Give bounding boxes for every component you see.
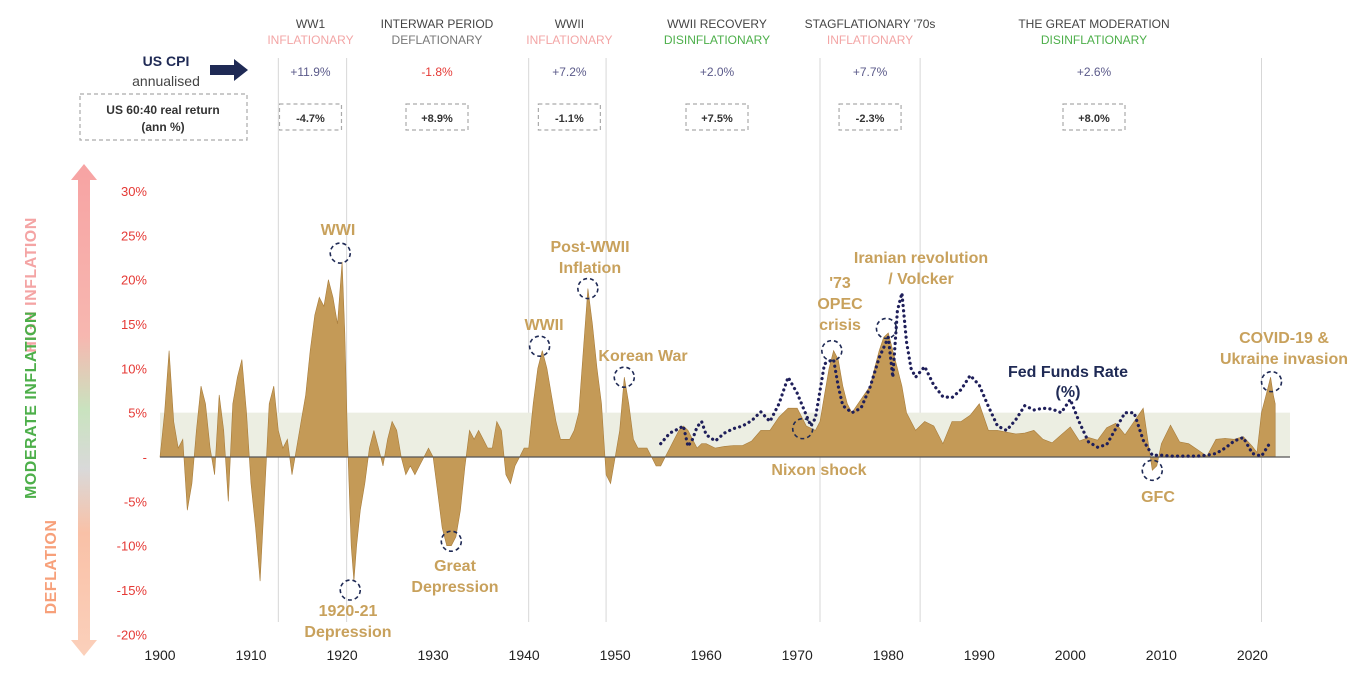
cpi-area-path bbox=[159, 261, 1276, 582]
annotation-nixon-shock: Nixon shock bbox=[771, 462, 866, 479]
regime-cpi: -1.8% bbox=[421, 65, 453, 79]
regime-return: -1.1% bbox=[555, 113, 584, 125]
x-tick-label: 1930 bbox=[418, 647, 449, 663]
highlight-circle bbox=[440, 530, 463, 553]
x-tick-label: 1960 bbox=[691, 647, 722, 663]
regime-name: WWII RECOVERY bbox=[667, 17, 767, 31]
regime-return-box bbox=[537, 103, 601, 131]
highlight-circle bbox=[577, 277, 599, 300]
annotation-iran-volcker: Iranian revolution / Volcker bbox=[854, 250, 988, 288]
regime-return: -4.7% bbox=[296, 113, 325, 125]
regime-name: WWII bbox=[555, 17, 584, 31]
regime-return: +8.0% bbox=[1078, 113, 1110, 125]
y-tick-label: -10% bbox=[117, 539, 148, 554]
regime-name: STAGFLATIONARY '70s bbox=[805, 17, 936, 31]
highlight-circle bbox=[613, 366, 636, 389]
regime-return-box bbox=[278, 103, 343, 131]
annotation-wwii: WWII bbox=[524, 317, 563, 334]
highlight-circle bbox=[528, 335, 551, 357]
side-label-moderate: MODERATE INFLATION bbox=[23, 311, 40, 499]
x-tick-label: 1950 bbox=[600, 647, 631, 663]
x-tick-label: 1980 bbox=[873, 647, 904, 663]
x-tick-label: 1900 bbox=[144, 647, 175, 663]
real-return-label: US 60:40 real return (ann %) bbox=[106, 103, 219, 134]
cpi-area bbox=[159, 261, 1290, 582]
y-tick-label: -15% bbox=[117, 583, 148, 598]
regime-name: INTERWAR PERIOD bbox=[381, 17, 494, 31]
highlight-circle bbox=[1260, 370, 1283, 393]
annualised-label: annualised bbox=[132, 73, 200, 89]
x-tick-label: 1970 bbox=[782, 647, 813, 663]
highlight-circle bbox=[791, 417, 814, 440]
regime-type: INFLATIONARY bbox=[526, 33, 612, 47]
x-tick-label: 2010 bbox=[1146, 647, 1177, 663]
regime-headers: WW1 INFLATIONARY +11.9% -4.7% INTERWAR PERIO… bbox=[267, 17, 1170, 131]
chart-grid bbox=[277, 58, 1263, 622]
annotation-wwi: WWI bbox=[321, 222, 356, 239]
annotation-gfc: GFC bbox=[1141, 489, 1175, 506]
x-tick-label: 2000 bbox=[1055, 647, 1086, 663]
x-tick-label: 2020 bbox=[1237, 647, 1268, 663]
regime-type: DEFLATIONARY bbox=[392, 33, 483, 47]
x-tick-label: 1940 bbox=[509, 647, 540, 663]
highlight-circles bbox=[329, 242, 1283, 601]
regime-cpi: +2.6% bbox=[1077, 65, 1112, 79]
regime-type: INFLATIONARY bbox=[827, 33, 913, 47]
highlight-circle bbox=[875, 317, 898, 340]
y-tick-label: 10% bbox=[121, 361, 147, 376]
y-tick-label: -5% bbox=[124, 494, 148, 509]
regime-cpi: +2.0% bbox=[700, 65, 735, 79]
side-label-high: HIGH INFLATION bbox=[23, 217, 40, 353]
regime-type: DISINFLATIONARY bbox=[1041, 33, 1147, 47]
fed-funds-line bbox=[659, 292, 1273, 458]
real-return-label-box bbox=[79, 93, 248, 141]
regime-return: +8.9% bbox=[421, 113, 453, 125]
regime-return-box bbox=[1062, 103, 1126, 131]
y-tick-label: 20% bbox=[121, 273, 147, 288]
highlight-circle bbox=[339, 579, 362, 601]
regime-name: THE GREAT MODERATION bbox=[1018, 17, 1169, 31]
annotation-fed-funds: Fed Funds Rate (%) bbox=[1008, 364, 1128, 401]
fed-funds-series bbox=[659, 292, 1273, 458]
highlight-circle bbox=[1141, 459, 1164, 482]
side-label-deflation: DEFLATION bbox=[43, 520, 60, 615]
highlight-circle bbox=[821, 339, 843, 362]
regime-type: INFLATIONARY bbox=[267, 33, 353, 47]
chart-axes: 30% 25% 20% 15% 10% 5% - -5% -10% -15% -20% 1900 191… bbox=[117, 184, 1269, 663]
y-tick-label: - bbox=[143, 450, 147, 465]
regime-cpi: +11.9% bbox=[290, 65, 330, 79]
us-cpi-label: US CPI bbox=[143, 53, 190, 69]
regime-type: DISINFLATIONARY bbox=[664, 33, 770, 47]
regime-name: WW1 bbox=[296, 17, 326, 31]
annotation-opec: '73 OPEC crisis bbox=[817, 275, 863, 334]
regime-cpi: +7.7% bbox=[853, 65, 888, 79]
regime-return: -2.3% bbox=[856, 113, 885, 125]
annotation-great-depression: Great Depression bbox=[411, 558, 498, 596]
x-tick-label: 1990 bbox=[964, 647, 995, 663]
annotation-1920-depression: 1920-21 Depression bbox=[304, 603, 391, 641]
annotations: WWI 1920-21 Depression Great Depression WW… bbox=[304, 222, 1348, 641]
x-tick-label: 1920 bbox=[326, 647, 357, 663]
y-tick-label: 30% bbox=[121, 184, 147, 199]
regime-return: +7.5% bbox=[701, 113, 733, 125]
regime-return-box bbox=[685, 103, 749, 131]
regime-return-box bbox=[405, 103, 469, 131]
y-tick-label: 25% bbox=[121, 228, 147, 243]
y-tick-label: 5% bbox=[128, 406, 147, 421]
annotation-korean-war: Korean War bbox=[598, 348, 687, 365]
highlight-circle bbox=[329, 242, 352, 264]
annotation-covid: COVID-19 & Ukraine invasion bbox=[1220, 330, 1348, 368]
annotation-post-wwii: Post-WWII Inflation bbox=[550, 239, 629, 277]
regime-cpi: +7.2% bbox=[552, 65, 587, 79]
x-tick-label: 1910 bbox=[235, 647, 266, 663]
regime-return-box bbox=[838, 103, 902, 131]
y-tick-label: 15% bbox=[121, 317, 147, 332]
arrow-right-icon bbox=[210, 59, 248, 81]
inflation-scale-arrow bbox=[71, 164, 97, 656]
y-tick-label: -20% bbox=[117, 627, 148, 642]
